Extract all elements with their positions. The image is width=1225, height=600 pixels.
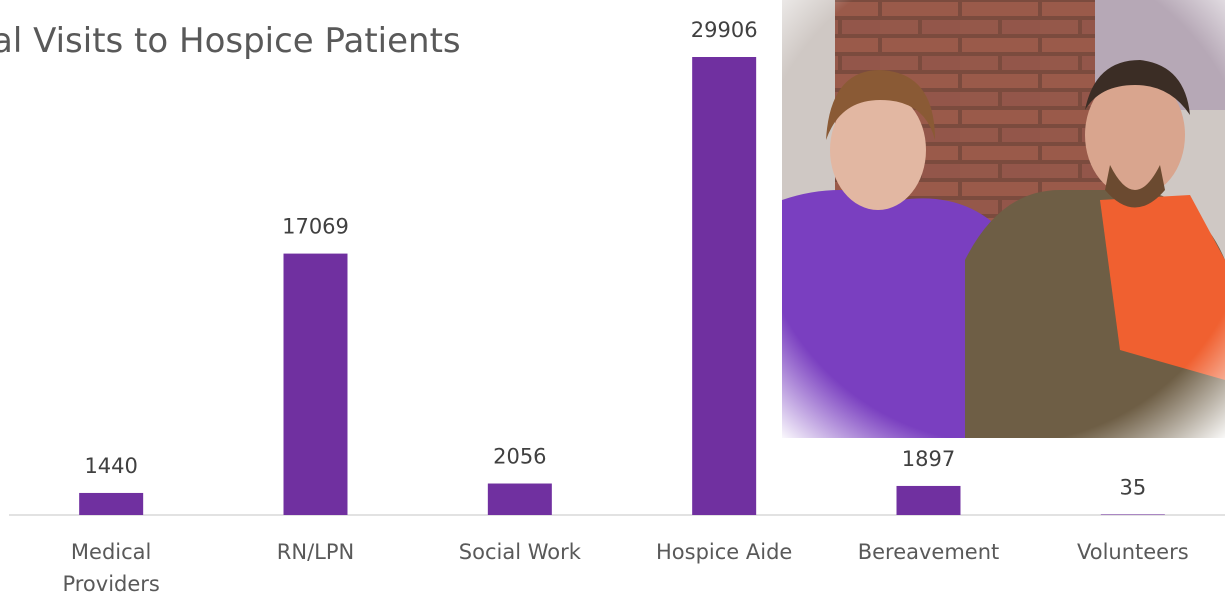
photo (782, 0, 1225, 438)
x-tick-label: Social Work (458, 540, 581, 564)
chart-title: al Visits to Hospice Patients (0, 21, 461, 61)
bar (1100, 514, 1165, 515)
x-tick-label: RN/LPN (276, 540, 355, 564)
value-label: 29906 (691, 18, 758, 42)
x-tick-label: Medical Providers (62, 540, 160, 596)
value-label: 2056 (493, 445, 546, 469)
value-label: 35 (1119, 475, 1146, 499)
bar (896, 485, 961, 515)
x-tick-label: Hospice Aide (655, 540, 793, 564)
bar (79, 492, 144, 515)
bar (487, 483, 552, 515)
bar (692, 57, 757, 515)
plot-area: 1440 17069 2056 29906 1897 35 (9, 18, 1225, 516)
x-tick-label: Bereavement (857, 540, 1000, 564)
value-label: 17069 (282, 215, 349, 239)
x-tick-label: Volunteers (1076, 540, 1189, 564)
value-label: 1897 (902, 447, 955, 471)
bar (283, 253, 348, 516)
value-label: 1440 (84, 454, 137, 478)
